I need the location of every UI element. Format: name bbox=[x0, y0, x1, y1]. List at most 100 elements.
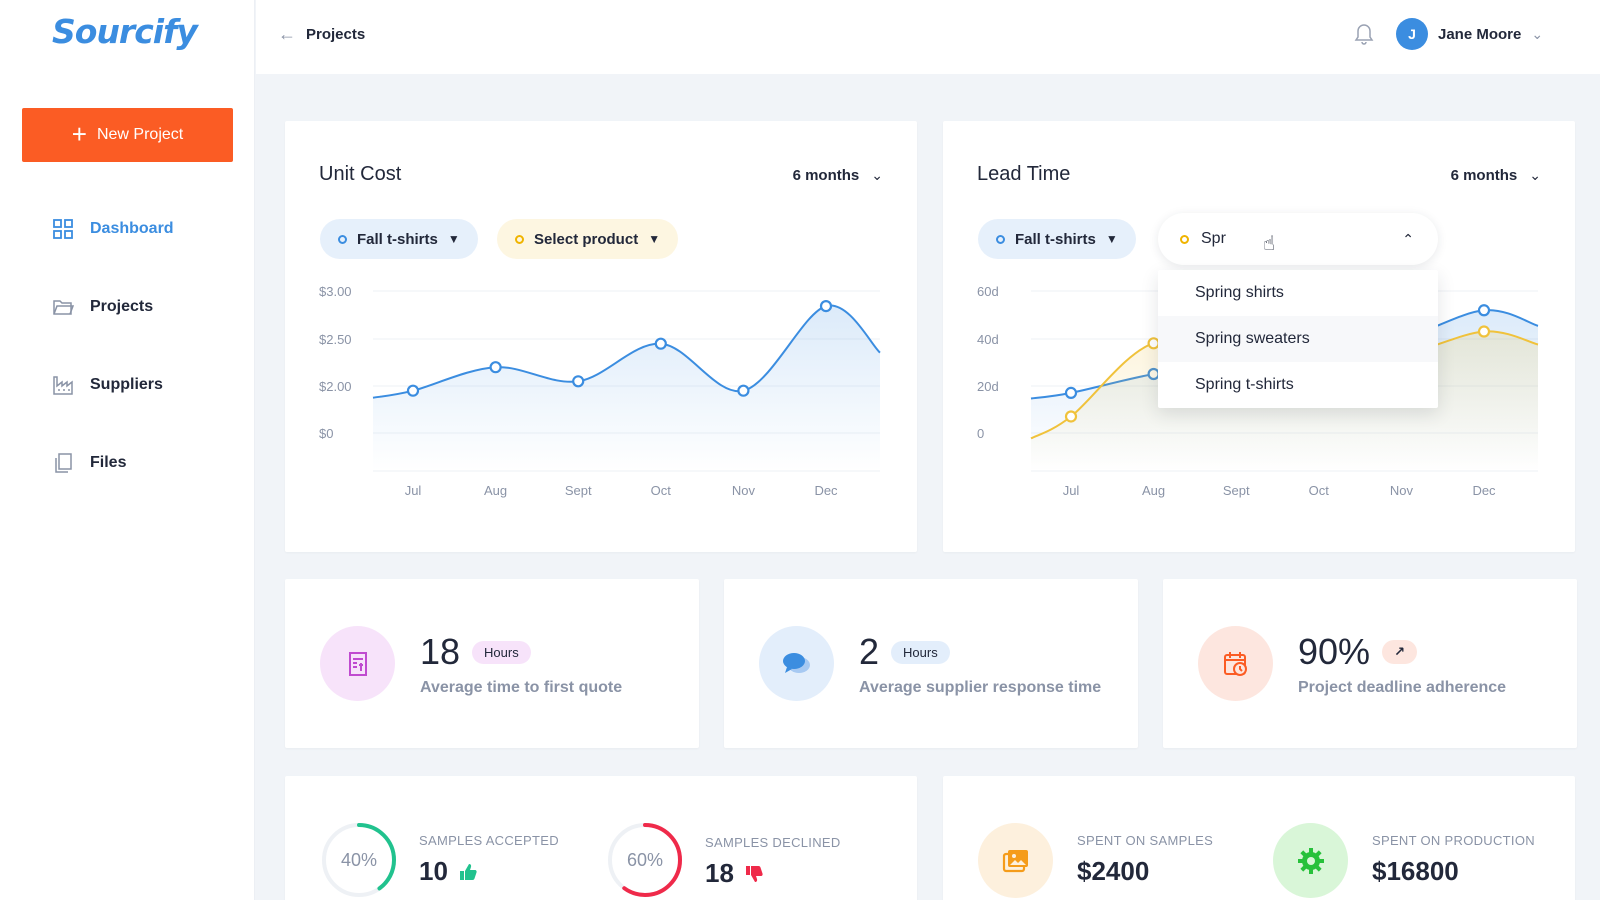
dropdown-option[interactable]: Spring t-shirts bbox=[1195, 376, 1294, 393]
y-tick-label: 60d bbox=[977, 284, 999, 299]
y-tick-label: $2.00 bbox=[319, 379, 352, 394]
data-point[interactable] bbox=[819, 300, 833, 313]
spend-card: SPENT ON SAMPLES $2400 SPENT ON PRODUCTI… bbox=[943, 776, 1575, 900]
ring-percent-text: 60% bbox=[627, 850, 663, 870]
user-name: Jane Moore bbox=[1438, 25, 1522, 43]
series-dot-icon bbox=[338, 234, 347, 244]
data-point[interactable] bbox=[406, 384, 420, 397]
x-tick-label: Aug bbox=[484, 483, 507, 498]
x-tick-label: Dec bbox=[1472, 483, 1496, 498]
sidebar-item-projects[interactable]: Projects bbox=[52, 293, 153, 321]
sidebar-item-suppliers[interactable]: Suppliers bbox=[52, 371, 163, 399]
stat-card-deadline-adherence: 90% ↗ Project deadline adherence bbox=[1163, 579, 1577, 748]
metric-label: SPENT ON SAMPLES bbox=[1077, 833, 1214, 848]
metric-label: SAMPLES ACCEPTED bbox=[419, 833, 559, 848]
period-value: 6 months bbox=[792, 167, 860, 184]
folder-icon bbox=[53, 300, 74, 315]
data-point[interactable] bbox=[1064, 410, 1078, 423]
lead-time-card: Lead Time 6 months ⌄ Fall t-shirts ▼ 60d… bbox=[943, 121, 1575, 552]
sidebar-item-files[interactable]: Files bbox=[52, 449, 126, 477]
data-point[interactable] bbox=[489, 361, 502, 374]
new-project-label: New Project bbox=[96, 126, 184, 143]
product-filter-primary[interactable]: Fall t-shirts ▼ bbox=[320, 219, 478, 259]
series-area bbox=[373, 305, 880, 471]
x-tick-label: Aug bbox=[1142, 483, 1165, 498]
sidebar-item-label: Files bbox=[90, 454, 127, 471]
card-title: Lead Time bbox=[977, 163, 1071, 185]
topbar: ← Projects J Jane Moore ⌄ bbox=[256, 0, 1600, 74]
filter-label: Fall t-shirts bbox=[357, 230, 438, 248]
stat-value: 2 Hours bbox=[859, 631, 950, 673]
thumbs-up-icon bbox=[459, 863, 477, 880]
y-tick-label: $3.00 bbox=[319, 284, 352, 299]
data-point[interactable] bbox=[654, 337, 667, 350]
grid-icon bbox=[53, 219, 73, 239]
logo[interactable]: Sourcify bbox=[52, 12, 198, 51]
filter-label: Fall t-shirts bbox=[1015, 230, 1096, 248]
metric-number: 10 bbox=[419, 856, 448, 886]
breadcrumb-label: Projects bbox=[306, 26, 366, 43]
gear-icon bbox=[1273, 823, 1348, 898]
series-dot-icon bbox=[515, 234, 524, 244]
series-line bbox=[372, 304, 881, 399]
arrow-left-icon: ← bbox=[278, 24, 296, 44]
stat-number: 90% bbox=[1298, 631, 1371, 672]
data-point[interactable] bbox=[737, 384, 750, 397]
chat-bubbles-icon bbox=[759, 626, 834, 701]
data-point[interactable] bbox=[572, 375, 585, 388]
x-tick-label: Nov bbox=[1390, 483, 1414, 498]
plus-icon: + bbox=[71, 118, 87, 149]
user-menu[interactable]: J Jane Moore ⌄ bbox=[1396, 18, 1543, 50]
unit-badge: Hours bbox=[891, 640, 950, 664]
metric-number: 18 bbox=[705, 858, 734, 888]
product-filter-primary[interactable]: Fall t-shirts ▼ bbox=[978, 219, 1136, 259]
y-tick-label: $2.50 bbox=[319, 332, 352, 347]
x-tick-label: Jul bbox=[405, 483, 422, 498]
x-tick-label: Sept bbox=[1223, 483, 1250, 498]
chevron-down-icon: ▼ bbox=[447, 232, 460, 246]
chevron-up-icon[interactable]: ⌃ bbox=[1402, 230, 1414, 247]
back-breadcrumb[interactable]: ← Projects bbox=[278, 24, 365, 45]
period-select[interactable]: 6 months ⌄ bbox=[793, 167, 883, 184]
dropdown-option[interactable]: Spring shirts bbox=[1195, 284, 1284, 301]
x-tick-label: Dec bbox=[814, 483, 838, 498]
y-tick-label: $0 bbox=[319, 426, 333, 441]
metric-value: $16800 bbox=[1372, 856, 1459, 886]
filter-label: Select product bbox=[534, 230, 639, 248]
chevron-down-icon: ⌄ bbox=[1529, 167, 1541, 183]
samples-card: 40% SAMPLES ACCEPTED 10 60% SAMPLES DECL… bbox=[285, 776, 917, 900]
bell-icon[interactable] bbox=[1354, 22, 1374, 46]
data-point[interactable] bbox=[1477, 325, 1491, 338]
unit-cost-chart: $3.00 $2.50 $2.00 $0 Jul Aug Sept Oct Nov Dec bbox=[319, 284, 881, 498]
data-point[interactable] bbox=[1477, 304, 1491, 317]
factory-icon bbox=[53, 376, 73, 395]
chevron-down-icon: ▼ bbox=[648, 232, 661, 246]
product-dropdown: Spring shirts Spring sweaters Spring t-s… bbox=[1158, 270, 1438, 408]
stat-description: Average supplier response time bbox=[859, 679, 1102, 696]
metric-value: $2400 bbox=[1077, 856, 1150, 886]
ring-percent-text: 40% bbox=[341, 850, 377, 870]
y-tick-label: 0 bbox=[977, 426, 984, 441]
new-project-button[interactable]: + New Project bbox=[22, 108, 233, 162]
metric-label: SAMPLES DECLINED bbox=[705, 835, 841, 850]
x-tick-label: Oct bbox=[651, 483, 672, 498]
product-search-input[interactable] bbox=[1201, 230, 1381, 248]
x-tick-label: Sept bbox=[565, 483, 592, 498]
image-icon bbox=[978, 823, 1053, 898]
data-point[interactable] bbox=[1064, 386, 1078, 399]
chevron-down-icon: ⌄ bbox=[871, 167, 883, 183]
accepted-progress-ring: 40% bbox=[322, 823, 396, 897]
files-icon bbox=[55, 453, 72, 473]
unit-cost-card: Unit Cost 6 months ⌄ Fall t-shirts ▼ Sel… bbox=[285, 121, 917, 552]
product-search-field[interactable]: ⌃ bbox=[1158, 213, 1438, 265]
period-select[interactable]: 6 months ⌄ bbox=[1451, 167, 1541, 184]
product-filter-secondary[interactable]: Select product ▼ bbox=[497, 219, 679, 259]
dropdown-option[interactable]: Spring sweaters bbox=[1158, 316, 1438, 362]
metric-label: SPENT ON PRODUCTION bbox=[1372, 833, 1535, 848]
sidebar-item-dashboard[interactable]: Dashboard bbox=[52, 215, 174, 243]
unit-badge: Hours bbox=[472, 640, 531, 664]
sidebar-item-label: Suppliers bbox=[90, 376, 163, 393]
stat-value: 18 Hours bbox=[420, 631, 531, 673]
stat-value: 90% ↗ bbox=[1298, 631, 1417, 673]
y-tick-label: 20d bbox=[977, 379, 999, 394]
